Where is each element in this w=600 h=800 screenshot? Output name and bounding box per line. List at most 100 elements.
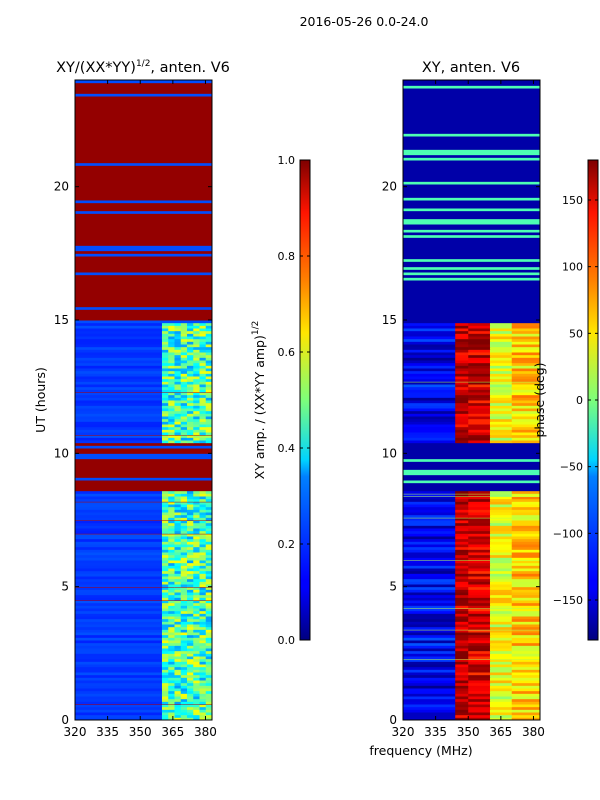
amplitude-cell (75, 298, 212, 302)
amplitude-cell (174, 400, 182, 404)
phase-cell (403, 581, 456, 585)
amplitude-cell (161, 368, 169, 372)
phase-cell (468, 514, 491, 518)
phase-cell (468, 512, 491, 516)
phase-cell (489, 389, 513, 393)
amplitude-cell (205, 394, 212, 398)
phase-cell (468, 349, 491, 353)
amplitude-cell (180, 637, 188, 641)
phase-cell (468, 557, 491, 561)
phase-cell (511, 562, 540, 566)
amplitude-cell (168, 685, 175, 689)
amplitude-cell (75, 309, 212, 313)
phase-cell (468, 384, 491, 388)
amplitude-cell (199, 613, 207, 617)
amplitude-cell (75, 645, 162, 649)
phase-cell (489, 568, 513, 572)
amplitude-cell (174, 688, 182, 692)
amplitude-cell (161, 504, 169, 508)
amplitude-cell (161, 357, 169, 361)
phase-cell (403, 592, 456, 596)
phase-cell (455, 581, 469, 585)
amplitude-cell (180, 440, 188, 444)
amplitude-cell (199, 520, 207, 524)
amplitude-cell (193, 405, 200, 409)
amplitude-cell (75, 504, 162, 508)
amplitude-cell (174, 709, 182, 713)
phase-cell (455, 565, 469, 569)
amplitude-cell (205, 658, 212, 662)
phase-cell (511, 600, 540, 604)
amplitude-cell (161, 616, 169, 620)
amplitude-cell (199, 498, 207, 502)
amplitude-cell (199, 533, 207, 537)
phase-cell (468, 533, 491, 537)
phase-cell (489, 570, 513, 574)
amplitude-cell (205, 333, 212, 337)
phase-cell (455, 418, 469, 422)
phase-cell (468, 325, 491, 329)
amplitude-cell (174, 530, 182, 534)
phase-cell (489, 642, 513, 646)
amplitude-cell (205, 354, 212, 358)
phase-cell (455, 354, 469, 358)
phase-cell (403, 378, 456, 382)
amplitude-cell (174, 357, 182, 361)
amplitude-cell (161, 696, 169, 700)
phase-cell (468, 546, 491, 550)
phase-cell (403, 709, 456, 713)
amplitude-cell (75, 568, 162, 572)
amplitude-cell (205, 381, 212, 385)
amplitude-cell (180, 602, 188, 606)
amplitude-cell (193, 568, 200, 572)
phase-cell (468, 645, 491, 649)
amplitude-ytick-label: 5 (61, 580, 69, 594)
phase-cell (468, 608, 491, 612)
amplitude-cell (186, 525, 194, 529)
phase-colorbar-tick-label: 100 (562, 261, 583, 274)
phase-cell (511, 586, 540, 590)
amplitude-cell (193, 400, 200, 404)
phase-cell (489, 650, 513, 654)
amplitude-cell (199, 389, 207, 393)
amplitude-cell (75, 96, 212, 100)
amplitude-cell (75, 714, 162, 718)
amplitude-cell (75, 413, 162, 417)
amplitude-cell (75, 610, 162, 614)
amplitude-cell (180, 613, 188, 617)
phase-cell (489, 712, 513, 716)
phase-cell (403, 106, 540, 110)
amplitude-cell (168, 592, 175, 596)
amplitude-cell (180, 584, 188, 588)
amplitude-cell (174, 344, 182, 348)
amplitude-cell (186, 405, 194, 409)
amplitude-cell (205, 501, 212, 505)
phase-cell (403, 424, 456, 428)
phase-cell (403, 541, 456, 545)
amplitude-cell (193, 645, 200, 649)
phase-cell (468, 434, 491, 438)
amplitude-cell (75, 461, 212, 465)
amplitude-cell (180, 581, 188, 585)
amplitude-cell (199, 376, 207, 380)
amplitude-cell (205, 440, 212, 444)
phase-cell (468, 504, 491, 508)
amplitude-cell (193, 549, 200, 553)
amplitude-cell (174, 496, 182, 500)
amplitude-cell (180, 490, 188, 494)
amplitude-cell (180, 506, 188, 510)
phase-cell (468, 429, 491, 433)
amplitude-cell (168, 693, 175, 697)
phase-cell (489, 573, 513, 577)
phase-cell (455, 520, 469, 524)
phase-xtick-label: 365 (489, 725, 512, 739)
phase-cell (489, 546, 513, 550)
phase-cell (511, 661, 540, 665)
amplitude-xtick-label: 380 (194, 725, 217, 739)
amplitude-cell (186, 677, 194, 681)
phase-cell (403, 109, 540, 113)
phase-cell (511, 698, 540, 702)
amplitude-cell (186, 624, 194, 628)
amplitude-cell (205, 688, 212, 692)
